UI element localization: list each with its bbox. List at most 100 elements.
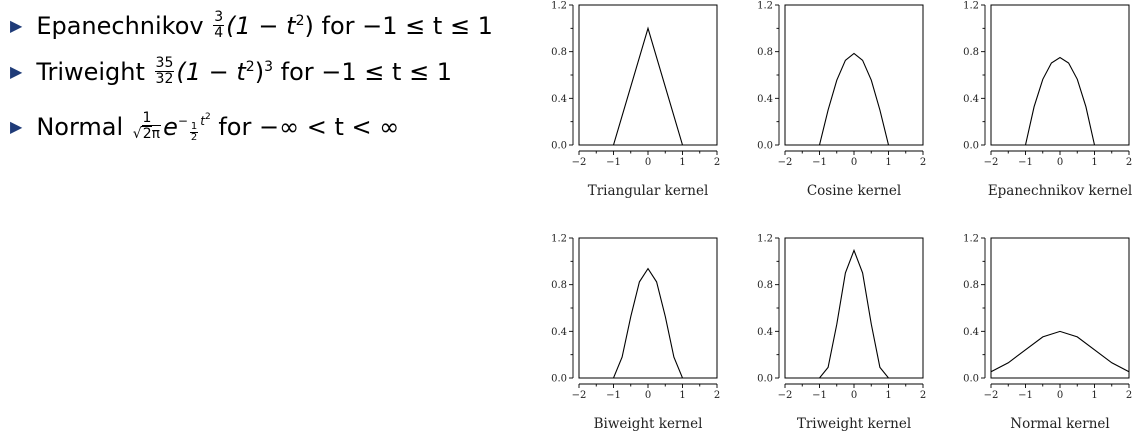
y-tick-label: 0.8: [963, 47, 979, 58]
formula-range: for −∞ < t < ∞: [218, 113, 400, 141]
y-tick-label: 0.4: [757, 327, 773, 338]
x-tick-label: 1: [1091, 390, 1097, 401]
y-tick-label: 0.0: [551, 141, 567, 152]
coefficient-fraction: 35 32: [154, 56, 175, 86]
y-tick-label: 1.2: [551, 234, 567, 245]
y-tick-label: 0.8: [757, 280, 773, 291]
formula-tail: ): [304, 12, 314, 41]
kernel-plot: 0.0 0.4 0.8 1.2 −2 −1 0 1 2 Normal kernel: [963, 234, 1132, 433]
y-tick-label: 0.0: [963, 374, 979, 385]
x-tick-label: 1: [1091, 157, 1097, 168]
x-tick-label: −1: [812, 390, 827, 401]
y-tick-label: 1.2: [757, 1, 773, 12]
y-tick-label: 0.8: [551, 280, 567, 291]
y-tick-label: 0.4: [963, 94, 979, 105]
kernel-curve-line: [785, 248, 923, 379]
plot-frame: [784, 237, 924, 379]
kernel-plot: 0.0 0.4 0.8 1.2 −2 −1 0 1 2 Triweight kernel: [757, 234, 926, 433]
exp-fraction-denominator: 2: [190, 132, 198, 143]
kernel-curve-line: [990, 330, 1130, 373]
x-tick-label: 2: [920, 390, 926, 401]
coefficient-fraction: 1 √2π: [132, 109, 162, 142]
y-tick-label: 1.2: [963, 234, 979, 245]
plot-frame: [990, 237, 1130, 379]
exp-sign: −: [177, 114, 188, 128]
formula-outer-exponent: 3: [264, 59, 274, 76]
kernel-curve-line: [785, 52, 923, 146]
y-tick-label: 0.0: [963, 141, 979, 152]
y-tick-label: 0.0: [551, 374, 567, 385]
plot-title: Biweight kernel: [594, 416, 703, 432]
x-tick-label: 0: [1057, 390, 1063, 401]
x-tick-label: −1: [1018, 157, 1033, 168]
formula-exponent: 2: [295, 13, 305, 30]
exp-variable: t: [200, 114, 205, 128]
fraction-numerator: 1: [141, 109, 153, 127]
x-tick-label: −2: [778, 390, 793, 401]
x-tick-label: 1: [679, 390, 685, 401]
x-tick-label: −2: [984, 157, 999, 168]
kernel-plot: 0.0 0.4 0.8 1.2 −2 −1 0 1 2 Triangular kernel: [551, 1, 720, 200]
kernel-name: Epanechnikov: [36, 12, 204, 41]
kernel-curve-line: [579, 267, 717, 379]
x-tick-label: 0: [851, 390, 857, 401]
plot-title: Cosine kernel: [807, 183, 901, 199]
x-tick-label: −2: [572, 157, 587, 168]
fraction-denominator: 4: [214, 24, 224, 41]
plot-frame: [578, 237, 718, 379]
x-tick-label: −2: [778, 157, 793, 168]
x-tick-label: 2: [1126, 157, 1132, 168]
plot-title: Triangular kernel: [588, 183, 709, 199]
plot-frame: [990, 4, 1130, 146]
plot-title: Epanechnikov kernel: [988, 183, 1132, 199]
kernel-plot: 0.0 0.4 0.8 1.2 −2 −1 0 1 2 Biweight kernel: [551, 234, 720, 433]
y-tick-label: 0.0: [757, 374, 773, 385]
kernel-plot: 0.0 0.4 0.8 1.2 −2 −1 0 1 2 Cosine kernel: [757, 1, 926, 200]
kernel-plot: 0.0 0.4 0.8 1.2 −2 −1 0 1 2 Epanechnikov kernel: [963, 1, 1132, 200]
x-tick-label: −1: [606, 157, 621, 168]
formula-body: (1 − t: [176, 58, 246, 87]
exp-base: e: [163, 113, 178, 141]
bullet-triangle-icon: ▶: [10, 16, 23, 36]
kernel-formula-list: ▶ Epanechnikov 3 4 (1 − t2) for −1 ≤ t ≤ 1 …: [0, 0, 540, 170]
y-tick-label: 0.4: [757, 94, 773, 105]
y-tick-label: 0.4: [963, 327, 979, 338]
formula-range: for −1 ≤ t ≤ 1: [321, 12, 493, 41]
x-tick-label: 0: [645, 390, 651, 401]
y-tick-label: 0.0: [757, 141, 773, 152]
x-tick-label: 1: [679, 157, 685, 168]
formula-body: (1 − t: [226, 12, 296, 41]
bullet-triangle-icon: ▶: [10, 117, 23, 136]
x-tick-label: −1: [606, 390, 621, 401]
sqrt-radicand: 2π: [141, 124, 162, 142]
y-tick-label: 0.8: [963, 280, 979, 291]
y-tick-label: 0.4: [551, 94, 567, 105]
bullet-epanechnikov: ▶ Epanechnikov 3 4 (1 − t2) for −1 ≤ t ≤ 1: [10, 9, 493, 42]
y-tick-label: 1.2: [963, 1, 979, 12]
x-tick-label: 2: [920, 157, 926, 168]
y-tick-label: 0.8: [757, 47, 773, 58]
kernel-name: Normal: [36, 113, 124, 141]
x-tick-label: −2: [572, 390, 587, 401]
x-tick-label: 0: [851, 157, 857, 168]
x-tick-label: 0: [1057, 157, 1063, 168]
plot-frame: [578, 4, 718, 146]
y-tick-label: 0.8: [551, 47, 567, 58]
x-tick-label: −1: [812, 157, 827, 168]
fraction-denominator: √2π: [132, 124, 162, 142]
x-tick-label: 2: [1126, 390, 1132, 401]
x-tick-label: 2: [714, 390, 720, 401]
y-tick-label: 0.4: [551, 327, 567, 338]
exp-power: 2: [204, 112, 211, 122]
formula-tail: ): [254, 58, 265, 87]
exp-fraction-numerator: 1: [189, 121, 199, 133]
x-tick-label: 1: [885, 157, 891, 168]
plot-title: Normal kernel: [1010, 416, 1109, 432]
y-tick-label: 1.2: [757, 234, 773, 245]
kernel-name: Triweight: [36, 58, 145, 87]
x-tick-label: 2: [714, 157, 720, 168]
fraction-numerator: 3: [213, 9, 225, 26]
